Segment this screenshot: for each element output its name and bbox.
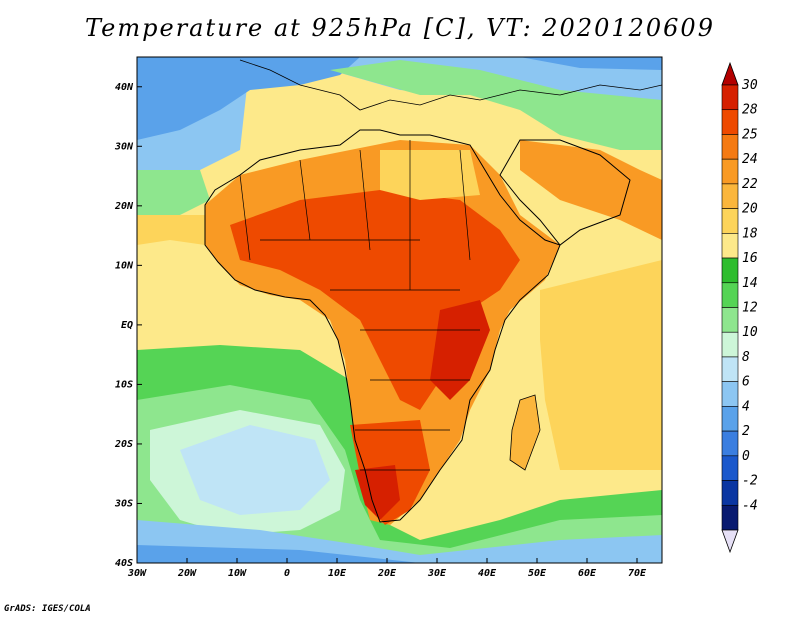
- lon-tick-label: 70E: [628, 568, 647, 579]
- colorbar-swatch: [721, 257, 739, 284]
- lat-tick-label: 10N: [115, 260, 134, 271]
- colorbar-swatch: [721, 282, 739, 308]
- colorbar-label: 4: [742, 399, 750, 414]
- colorbar-swatch: [721, 381, 739, 407]
- mediterranean-band: [330, 60, 662, 150]
- madagascar: [509, 394, 541, 471]
- kalahari-hot: [355, 465, 400, 520]
- lon-tick-label: 0: [284, 568, 290, 579]
- lat-tick-label: 20N: [114, 201, 134, 212]
- colorbar-swatch: [721, 331, 739, 358]
- colorbar-swatch: [721, 504, 739, 531]
- atlantic-warm-north: [137, 215, 210, 245]
- lon-tick-label: 60E: [578, 568, 597, 579]
- north-atlantic-cold: [137, 57, 360, 140]
- colorbar-swatch: [721, 233, 739, 259]
- colorbar-label: 10: [742, 325, 758, 340]
- colorbar-swatch: [721, 183, 739, 209]
- map-title: Temperature at 925hPa [C], VT: 202012060…: [85, 14, 715, 42]
- atlantic-green-north: [137, 170, 210, 215]
- colorbar-swatch: [721, 158, 739, 185]
- africa-coastline: [204, 129, 561, 523]
- latitude-axis: 40N 30N 20N 10N EQ 10S 20S 30S 40S: [114, 82, 142, 569]
- arabia-coastline: [499, 139, 631, 246]
- east-africa-hot: [430, 300, 490, 400]
- colorbar-bottom-cap: [721, 529, 739, 554]
- colorbar-label: 28: [742, 103, 758, 118]
- map-field: [137, 57, 662, 563]
- colorbar-label: 0: [742, 449, 750, 464]
- colorbar-label: 8: [742, 350, 750, 365]
- northeast-cold: [520, 57, 662, 70]
- lat-tick-label: EQ: [121, 320, 133, 331]
- europe-coastline: [239, 59, 662, 111]
- footer-credit: GrADS: IGES/COLA: [4, 604, 91, 614]
- colorbar-swatch: [721, 84, 739, 111]
- colorbar-label: -2: [742, 474, 758, 489]
- lon-tick-label: 40E: [478, 568, 497, 579]
- lat-tick-label: 20S: [114, 439, 133, 450]
- colorbar-swatch: [721, 307, 739, 333]
- colorbar-label: -4: [742, 498, 758, 513]
- colorbar-swatch: [721, 134, 739, 160]
- indian-ocean-warm: [540, 260, 662, 470]
- arabia-warm: [520, 140, 662, 240]
- lat-tick-label: 10S: [115, 379, 133, 390]
- colorbar-swatch: [721, 406, 739, 432]
- southern-ocean-cold: [137, 545, 420, 563]
- colorbar-label: 18: [742, 226, 758, 241]
- lon-tick-label: 10E: [328, 568, 347, 579]
- colorbar-label: 20: [742, 202, 758, 217]
- colorbar-label: 2: [742, 424, 750, 439]
- lat-tick-label: 40N: [115, 82, 134, 93]
- colorbar-swatch: [721, 455, 739, 481]
- lat-tick-label: 30S: [114, 498, 133, 509]
- country-borders: [239, 140, 480, 471]
- colorbar-label: 25: [742, 127, 758, 142]
- colorbar-swatch: [721, 109, 739, 135]
- colorbar-swatch: [721, 480, 739, 506]
- lon-tick-label: 10W: [228, 568, 247, 579]
- colorbar-swatch: [721, 430, 739, 457]
- sahara-east-mild: [380, 150, 480, 200]
- colorbar-label: 16: [742, 251, 758, 266]
- colorbar-label: 24: [742, 152, 758, 167]
- colorbar-label: 14: [742, 276, 758, 291]
- lat-tick-label: 30N: [114, 141, 134, 152]
- colorbar-swatch: [721, 356, 739, 382]
- lon-tick-label: 30E: [427, 568, 447, 579]
- map-border: [136, 56, 663, 564]
- colorbar-label: 22: [742, 177, 758, 192]
- lon-tick-label: 20E: [377, 568, 397, 579]
- lon-tick-label: 20W: [177, 568, 197, 579]
- longitude-axis: 30W 20W 10W 0 10E 20E 30E 40E 50E 60E 70E: [127, 558, 647, 579]
- south-atlantic-cooler: [180, 425, 330, 515]
- lon-tick-label: 50E: [528, 568, 547, 579]
- lon-tick-label: 30W: [127, 568, 147, 579]
- colorbar-top-cap: [721, 61, 739, 86]
- colorbar-label: 30: [741, 78, 758, 93]
- colorbar-label: 12: [742, 301, 758, 316]
- colorbar-label: 6: [742, 375, 750, 390]
- colorbar-swatch: [721, 208, 739, 234]
- lat-tick-label: 40S: [115, 558, 133, 569]
